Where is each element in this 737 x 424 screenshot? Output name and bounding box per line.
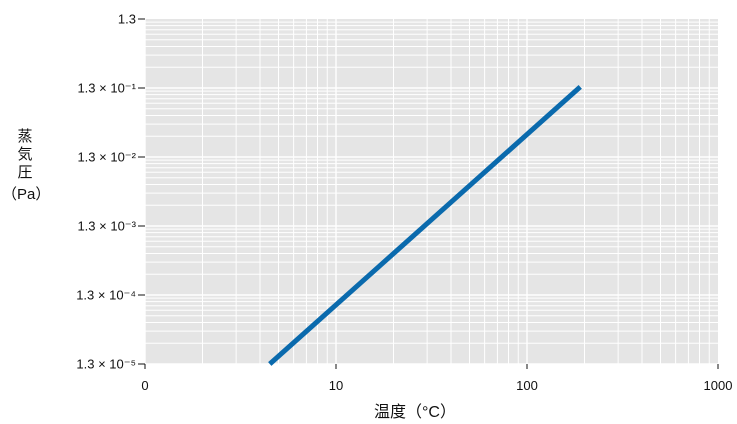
y-tick-label: 1.3 × 10⁻³ xyxy=(77,219,136,234)
y-axis-ticks: 1.3 × 10⁻⁵ 1.3 × 10⁻⁴ 1.3 × 10⁻³ 1.3 × 10⁻²… xyxy=(76,12,145,372)
y-axis-label-char: 気 xyxy=(17,146,33,163)
x-tick-label: 1000 xyxy=(704,378,733,393)
y-tick-label: 1.3 xyxy=(118,12,136,27)
y-tick-label: 1.3 × 10⁻⁵ xyxy=(76,357,136,372)
series-group xyxy=(268,85,582,366)
y-tick-label: 1.3 × 10⁻¹ xyxy=(77,81,136,96)
x-axis-label: 温度（°C） xyxy=(374,404,456,421)
x-tick-label: 10 xyxy=(329,378,343,393)
series-line xyxy=(268,85,582,366)
x-tick-label: 0 xyxy=(141,378,148,393)
grid xyxy=(144,19,718,365)
x-tick-label: 100 xyxy=(516,378,538,393)
y-axis-label: 蒸気圧 （Pa） xyxy=(2,128,51,204)
y-tick-label: 1.3 × 10⁻² xyxy=(77,150,136,165)
plot-background xyxy=(145,19,718,364)
y-axis-label-text: 蒸気圧 xyxy=(2,128,48,182)
y-axis-label-char: 蒸 xyxy=(17,128,33,145)
y-axis-label-unit: （Pa） xyxy=(2,186,51,203)
y-axis-label-char: 圧 xyxy=(17,164,33,181)
x-axis-ticks: 0 10 100 1000 xyxy=(141,364,732,393)
y-tick-label: 1.3 × 10⁻⁴ xyxy=(76,288,136,303)
